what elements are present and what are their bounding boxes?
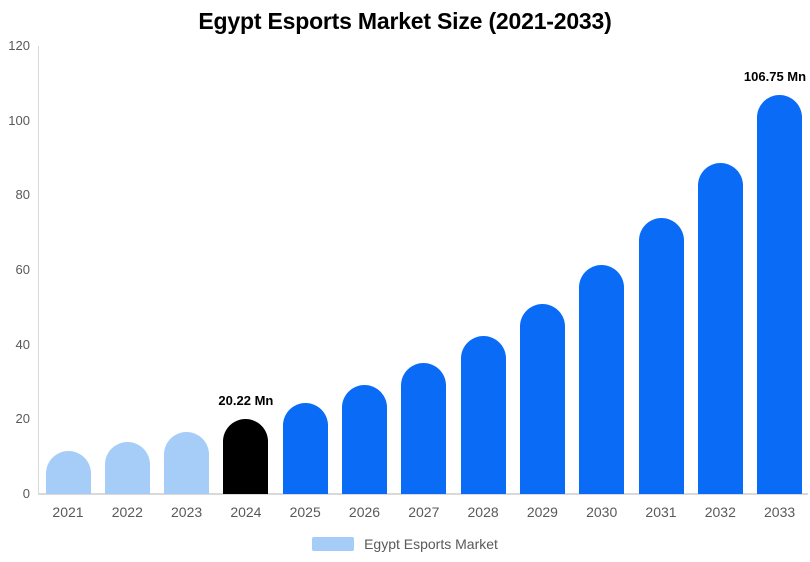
x-axis-label-2026: 2026 (348, 504, 381, 520)
y-axis-tick-label: 20 (15, 411, 30, 427)
legend[interactable]: Egypt Esports Market (0, 536, 810, 552)
bar-2031[interactable] (638, 218, 684, 494)
bar-2025[interactable] (282, 403, 328, 494)
x-axis-label-2033: 2033 (764, 504, 796, 520)
x-axis-label-2027: 2027 (408, 504, 440, 520)
bar-2021[interactable] (45, 451, 91, 494)
bar-2027[interactable] (401, 362, 447, 494)
y-axis-tick-label: 120 (8, 38, 30, 53)
bar-2032[interactable] (697, 162, 743, 494)
x-axis-line (38, 493, 808, 495)
x-axis-label-2028: 2028 (467, 504, 499, 520)
bar-2022[interactable] (104, 442, 150, 494)
bar-2026[interactable] (342, 384, 387, 494)
y-axis-tick-label: 80 (15, 187, 30, 203)
bar-2030[interactable] (579, 265, 625, 494)
y-axis-tick-label: 100 (8, 112, 30, 128)
bar-2023[interactable] (164, 432, 210, 494)
y-axis-tick-label: 0 (22, 486, 30, 501)
bar-2029[interactable] (519, 303, 565, 494)
x-axis-label-2032: 2032 (704, 504, 736, 520)
bar-value-label-2033: 106.75 Mn (743, 69, 807, 85)
legend-swatch (312, 537, 355, 551)
bar-value-label-2024: 20.22 Mn (218, 392, 274, 408)
x-axis-label-2021: 2021 (52, 504, 84, 520)
x-axis-label-2025: 2025 (289, 504, 321, 520)
legend-label: Egypt Esports Market (364, 536, 498, 552)
x-axis-label-2022: 2022 (111, 504, 143, 520)
y-axis-line (38, 46, 39, 494)
bar-2024[interactable] (223, 418, 269, 494)
chart-title: Egypt Esports Market Size (2021-2033) (198, 8, 612, 34)
x-axis-label-2024: 2024 (230, 504, 262, 520)
y-axis-tick-label: 60 (15, 262, 30, 277)
x-axis-label-2031: 2031 (645, 504, 677, 520)
bar-2033[interactable] (757, 95, 803, 494)
bar-2028[interactable] (460, 335, 506, 494)
x-axis-label-2023: 2023 (171, 504, 203, 520)
y-axis-tick-label: 40 (15, 336, 30, 352)
x-axis-label-2029: 2029 (526, 504, 558, 520)
x-axis-label-2030: 2030 (586, 504, 618, 520)
